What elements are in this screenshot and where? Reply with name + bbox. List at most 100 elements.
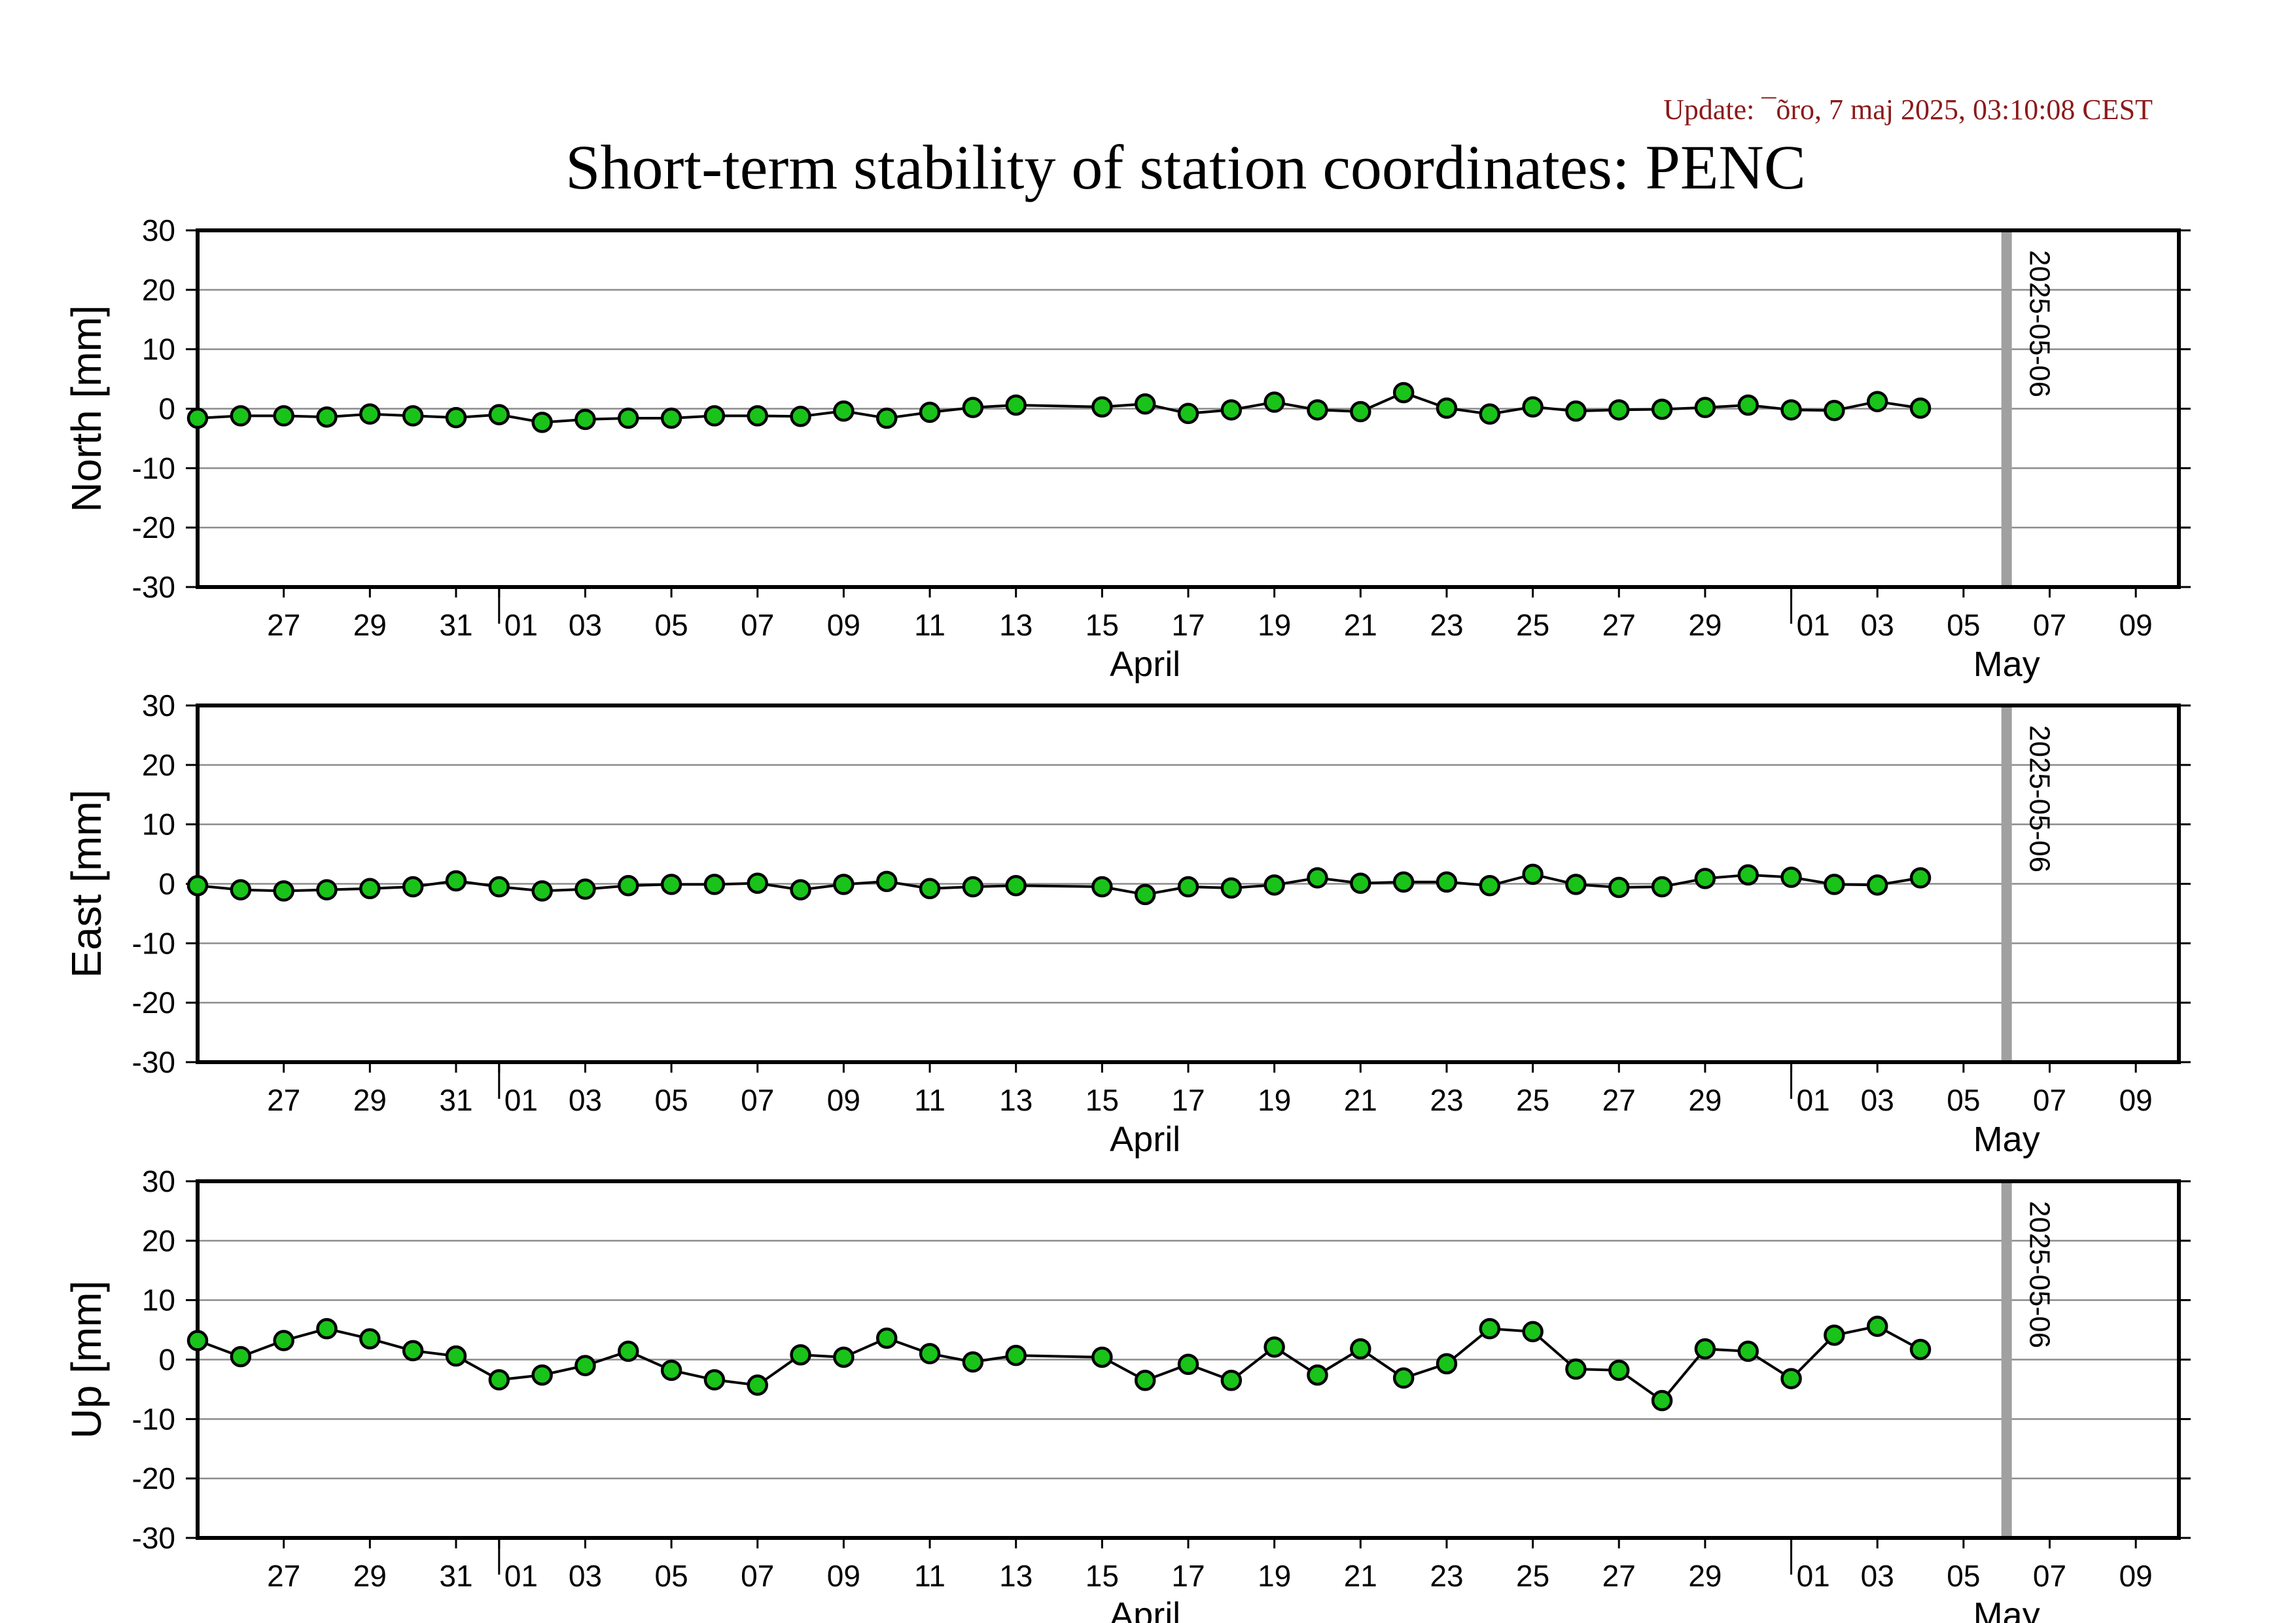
x-tick-label: 09 — [827, 608, 860, 642]
data-point — [445, 870, 467, 892]
data-point — [574, 878, 596, 900]
x-tick-label: 09 — [827, 1559, 860, 1593]
data-point — [1737, 864, 1759, 886]
x-tick-label: 25 — [1516, 1083, 1549, 1117]
data-point — [1350, 872, 1371, 894]
data-point — [1608, 1359, 1630, 1382]
data-point — [1177, 402, 1199, 425]
update-timestamp: Update: ¯õro, 7 maj 2025, 03:10:08 CEST — [1663, 94, 2153, 126]
x-tick-label: 27 — [1602, 1559, 1636, 1593]
y-tick-label: 20 — [142, 1224, 175, 1258]
data-point — [1436, 1353, 1458, 1375]
data-point — [1522, 863, 1544, 885]
data-point — [1479, 403, 1501, 425]
x-tick-label: 01 — [1797, 1083, 1830, 1117]
data-point — [1307, 399, 1328, 421]
data-point — [1005, 874, 1027, 897]
x-tick-label: 29 — [353, 1559, 387, 1593]
y-axis-label: Up [mm] — [63, 1281, 110, 1439]
data-point — [747, 1374, 768, 1396]
data-point — [574, 408, 596, 431]
x-tick-label: 27 — [1602, 1083, 1636, 1117]
x-tick-label: 09 — [2119, 608, 2153, 642]
x-tick-label: 29 — [1688, 1559, 1722, 1593]
y-axis-label: East [mm] — [63, 789, 110, 978]
data-point — [919, 878, 941, 900]
y-tick-label: -20 — [132, 1461, 175, 1495]
data-point — [359, 403, 381, 425]
x-tick-label: 03 — [1861, 608, 1894, 642]
data-point — [1565, 874, 1587, 895]
data-point — [1479, 874, 1501, 897]
y-tick-label: -10 — [132, 451, 175, 485]
chart-title: Short-term stability of station coordina… — [565, 132, 1806, 202]
y-axis-label: North [mm] — [63, 305, 110, 512]
x-tick-label: 29 — [353, 1083, 387, 1117]
x-month-label: May — [1973, 1596, 2040, 1623]
y-tick-label: 20 — [142, 273, 175, 307]
x-tick-label: 15 — [1086, 1083, 1119, 1117]
x-month-label: April — [1110, 1596, 1180, 1623]
data-point — [1866, 391, 1888, 412]
data-point — [1522, 396, 1544, 418]
x-tick-label: 27 — [267, 1083, 300, 1117]
x-tick-label: 05 — [1947, 1083, 1980, 1117]
data-point — [962, 1351, 984, 1373]
data-point — [186, 874, 209, 897]
x-tick-label: 21 — [1344, 1559, 1377, 1593]
data-point — [531, 1364, 553, 1386]
data-point — [1177, 1353, 1199, 1376]
data-point — [1220, 877, 1243, 899]
data-point — [1909, 1338, 1932, 1361]
x-tick-label: 07 — [2033, 1559, 2066, 1593]
x-tick-label: 07 — [741, 608, 774, 642]
data-point — [273, 1330, 294, 1351]
data-point — [1737, 394, 1759, 416]
y-tick-label: 0 — [158, 867, 175, 901]
data-point — [1350, 401, 1371, 423]
data-point — [1091, 1346, 1113, 1368]
data-point — [618, 874, 639, 897]
data-point — [402, 405, 424, 427]
x-tick-label: 17 — [1171, 1559, 1205, 1593]
data-point — [273, 880, 294, 902]
data-point — [833, 1346, 855, 1368]
x-tick-label: 07 — [2033, 1083, 2066, 1117]
data-point — [875, 870, 898, 893]
x-tick-label: 17 — [1171, 1083, 1205, 1117]
y-tick-label: -30 — [132, 570, 175, 604]
data-point — [359, 878, 381, 900]
data-point — [962, 397, 984, 418]
x-month-label: May — [1973, 1120, 2040, 1159]
data-point — [1522, 1321, 1544, 1343]
x-tick-label: 01 — [1797, 608, 1830, 642]
data-point — [186, 407, 209, 429]
x-tick-label: 21 — [1344, 1083, 1377, 1117]
y-tick-label: -10 — [132, 1402, 175, 1436]
series-line — [197, 391, 1921, 424]
data-point — [1737, 1340, 1759, 1363]
date-marker-label: 2025-05-06 — [2024, 1201, 2056, 1348]
data-point — [1909, 867, 1932, 889]
data-point — [1220, 399, 1243, 421]
x-tick-label: 07 — [741, 1083, 774, 1117]
data-point — [790, 1344, 811, 1366]
series-line — [197, 872, 1921, 896]
y-tick-label: 10 — [142, 332, 175, 366]
x-tick-label: 09 — [2119, 1559, 2153, 1593]
data-point — [1694, 1338, 1716, 1360]
data-point — [402, 1340, 424, 1362]
y-tick-label: 30 — [142, 688, 175, 722]
x-month-label: May — [1973, 645, 2040, 684]
data-point — [273, 405, 294, 427]
x-tick-label: 25 — [1516, 1559, 1549, 1593]
data-point — [1824, 1325, 1845, 1346]
data-point — [531, 412, 553, 433]
y-tick-label: 0 — [158, 1343, 175, 1377]
data-point — [1307, 1364, 1328, 1386]
data-point — [1866, 1315, 1888, 1337]
y-tick-label: -10 — [132, 926, 175, 960]
y-tick-label: 0 — [158, 392, 175, 426]
